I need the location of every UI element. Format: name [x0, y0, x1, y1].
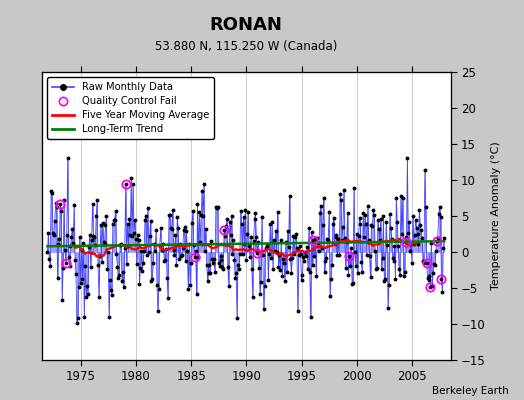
Y-axis label: Temperature Anomaly (°C): Temperature Anomaly (°C): [492, 142, 501, 290]
Legend: Raw Monthly Data, Quality Control Fail, Five Year Moving Average, Long-Term Tren: Raw Monthly Data, Quality Control Fail, …: [47, 77, 214, 139]
Text: RONAN: RONAN: [210, 16, 283, 34]
Text: Berkeley Earth: Berkeley Earth: [432, 386, 508, 396]
Text: 53.880 N, 115.250 W (Canada): 53.880 N, 115.250 W (Canada): [155, 40, 337, 53]
